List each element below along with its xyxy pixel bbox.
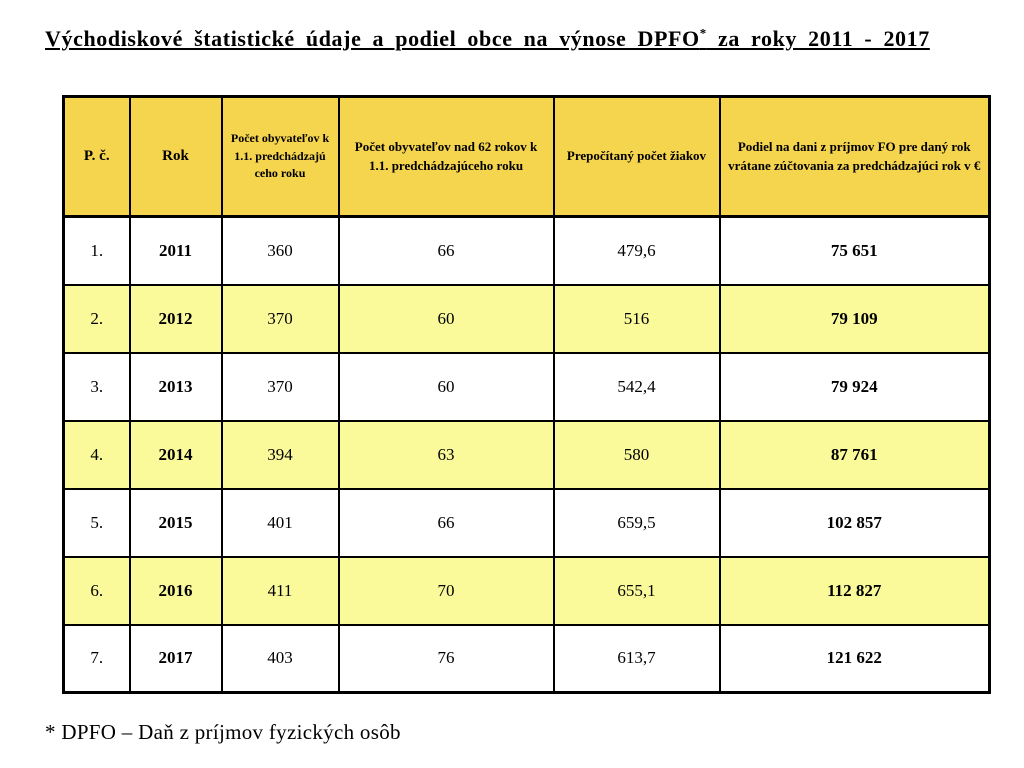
year-cell: 2014: [128, 419, 223, 490]
tax-share-cell: 75 651: [718, 215, 991, 286]
population-over62-cell: 63: [337, 419, 555, 490]
statistics-table: P. č. Rok Počet obyvateľov k 1.1. predchád…: [62, 95, 991, 694]
tax-share-cell: 112 827: [718, 555, 991, 626]
pupils-cell: 516: [552, 283, 721, 354]
title-text: Východiskové štatistické údaje a podiel …: [45, 26, 700, 51]
row-number-cell: 1.: [62, 215, 131, 286]
title-suffix: za roky 2011 - 2017: [706, 26, 930, 51]
population-cell: 360: [220, 215, 340, 286]
population-over62-cell: 66: [337, 487, 555, 558]
tax-share-cell: 79 109: [718, 283, 991, 354]
row-number-cell: 6.: [62, 555, 131, 626]
pupils-cell: 542,4: [552, 351, 721, 422]
pupils-cell: 580: [552, 419, 721, 490]
year-cell: 2012: [128, 283, 223, 354]
table-row: 3. 2013 370 60 542,4 79 924: [62, 351, 991, 422]
population-over62-cell: 66: [337, 215, 555, 286]
tax-share-cell: 102 857: [718, 487, 991, 558]
pupils-cell: 613,7: [552, 623, 721, 694]
year-cell: 2015: [128, 487, 223, 558]
header-row: P. č. Rok Počet obyvateľov k 1.1. predchád…: [62, 95, 991, 218]
table-row: 2. 2012 370 60 516 79 109: [62, 283, 991, 354]
tax-share-cell: 79 924: [718, 351, 991, 422]
table-body: 1. 2011 360 66 479,6 75 651 2. 2012 370 60 516 79 1…: [62, 215, 991, 694]
population-cell: 411: [220, 555, 340, 626]
tax-share-cell: 87 761: [718, 419, 991, 490]
row-number-cell: 3.: [62, 351, 131, 422]
pupils-cell: 659,5: [552, 487, 721, 558]
population-cell: 370: [220, 351, 340, 422]
table-row: 5. 2015 401 66 659,5 102 857: [62, 487, 991, 558]
document-title: Východiskové štatistické údaje a podiel …: [45, 26, 1005, 52]
column-header-2: Počet obyvateľov k 1.1. predchádzajú ceh…: [220, 95, 340, 218]
row-number-cell: 5.: [62, 487, 131, 558]
row-number-cell: 4.: [62, 419, 131, 490]
column-header-3: Počet obyvateľov nad 62 rokov k 1.1. pre…: [337, 95, 555, 218]
footnote: * DPFO – Daň z príjmov fyzických osôb: [45, 720, 401, 744]
year-cell: 2017: [128, 623, 223, 694]
column-header-1: Rok: [128, 95, 223, 218]
population-over62-cell: 70: [337, 555, 555, 626]
year-cell: 2011: [128, 215, 223, 286]
pupils-cell: 479,6: [552, 215, 721, 286]
table-row: 7. 2017 403 76 613,7 121 622: [62, 623, 991, 694]
tax-share-cell: 121 622: [718, 623, 991, 694]
table-row: 6. 2016 411 70 655,1 112 827: [62, 555, 991, 626]
table-row: 1. 2011 360 66 479,6 75 651: [62, 215, 991, 286]
population-over62-cell: 60: [337, 283, 555, 354]
population-cell: 394: [220, 419, 340, 490]
population-over62-cell: 76: [337, 623, 555, 694]
year-cell: 2016: [128, 555, 223, 626]
column-header-0: P. č.: [62, 95, 131, 218]
population-cell: 403: [220, 623, 340, 694]
table-row: 4. 2014 394 63 580 87 761: [62, 419, 991, 490]
column-header-4: Prepočítaný počet žiakov: [552, 95, 721, 218]
population-over62-cell: 60: [337, 351, 555, 422]
title-superscript: *: [699, 25, 707, 41]
year-cell: 2013: [128, 351, 223, 422]
population-cell: 401: [220, 487, 340, 558]
column-header-5: Podiel na dani z príjmov FO pre daný rok…: [718, 95, 991, 218]
population-cell: 370: [220, 283, 340, 354]
row-number-cell: 7.: [62, 623, 131, 694]
row-number-cell: 2.: [62, 283, 131, 354]
pupils-cell: 655,1: [552, 555, 721, 626]
